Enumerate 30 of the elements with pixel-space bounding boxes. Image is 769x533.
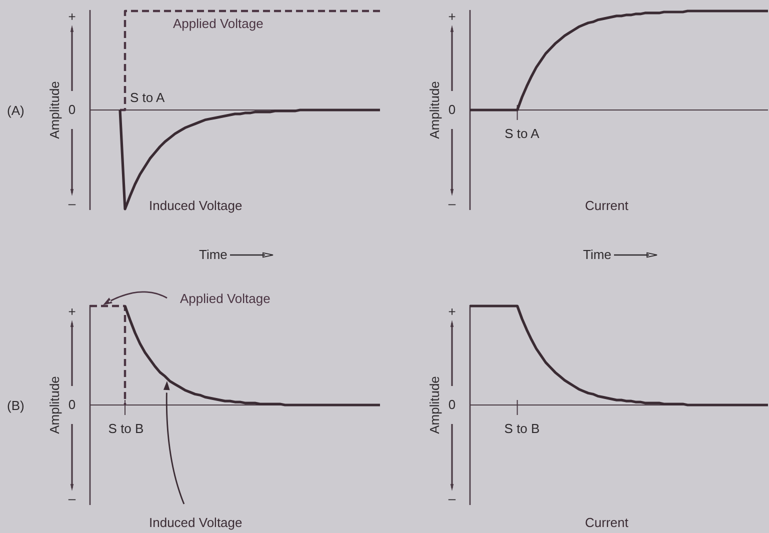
annotation: S to A bbox=[130, 90, 166, 105]
y-axis-title: Amplitude bbox=[47, 81, 62, 139]
y-axis-title: Amplitude bbox=[427, 376, 442, 434]
text: S to B bbox=[504, 421, 540, 436]
text: (B) bbox=[7, 398, 24, 413]
text: + bbox=[448, 9, 456, 24]
text: Current bbox=[585, 515, 629, 530]
series-label: Induced Voltage bbox=[149, 198, 242, 213]
text: 0 bbox=[448, 397, 456, 412]
text: 0 bbox=[68, 102, 76, 117]
text: – bbox=[448, 196, 456, 211]
text: S to B bbox=[108, 421, 144, 436]
text: Induced Voltage bbox=[149, 515, 242, 530]
text: + bbox=[68, 9, 76, 24]
text: S to A bbox=[504, 126, 540, 141]
series-label: Applied Voltage bbox=[173, 16, 264, 31]
text: (A) bbox=[7, 103, 24, 118]
text: 0 bbox=[448, 102, 456, 117]
text: – bbox=[68, 196, 76, 211]
text: + bbox=[68, 304, 76, 319]
y-axis-title: Amplitude bbox=[427, 81, 442, 139]
x-axis-title: Time bbox=[199, 247, 228, 262]
text: 0 bbox=[68, 397, 76, 412]
text: Current bbox=[585, 198, 629, 213]
x-axis-title: Time bbox=[583, 247, 612, 262]
text: – bbox=[448, 491, 456, 506]
text: – bbox=[68, 491, 76, 506]
legend-label: Applied Voltage bbox=[180, 291, 270, 306]
y-axis-title: Amplitude bbox=[47, 376, 62, 434]
text: + bbox=[448, 304, 456, 319]
